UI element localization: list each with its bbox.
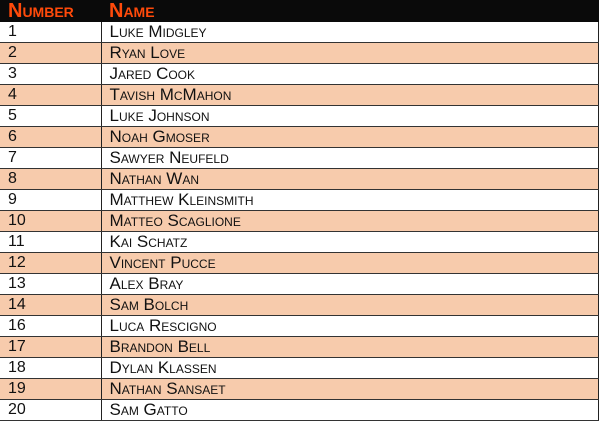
cell-name: Alex Bray [101, 273, 599, 295]
cell-name: Noah Gmoser [101, 126, 599, 148]
cell-name: Sam Bolch [101, 294, 599, 316]
header-number: Number [0, 0, 101, 22]
cell-number: 9 [0, 189, 102, 211]
cell-number: 19 [0, 378, 102, 400]
cell-number: 20 [0, 399, 102, 421]
cell-name: Nathan Wan [101, 168, 599, 190]
cell-number: 2 [0, 42, 102, 64]
cell-name: Luke Johnson [101, 105, 599, 127]
cell-name: Tavish McMahon [101, 84, 599, 106]
table-row: 9 Matthew Kleinsmith [0, 189, 599, 211]
cell-name: Dylan Klassen [101, 357, 599, 379]
table-row: 7 Sawyer Neufeld [0, 147, 599, 169]
cell-number: 12 [0, 252, 102, 274]
table-row: 4 Tavish McMahon [0, 84, 599, 106]
table-row: 2 Ryan Love [0, 42, 599, 64]
table-row: 13 Alex Bray [0, 273, 599, 295]
table-row: 6 Noah Gmoser [0, 126, 599, 148]
cell-name: Luke Midgley [101, 22, 599, 43]
cell-name: Luca Rescigno [101, 315, 599, 337]
cell-name: Matteo Scaglione [101, 210, 599, 232]
cell-name: Sawyer Neufeld [101, 147, 599, 169]
table-row: 16 Luca Rescigno [0, 315, 599, 337]
cell-number: 7 [0, 147, 102, 169]
cell-number: 18 [0, 357, 102, 379]
cell-number: 8 [0, 168, 102, 190]
cell-name: Matthew Kleinsmith [101, 189, 599, 211]
table-row: 1 Luke Midgley [0, 22, 599, 43]
cell-name: Kai Schatz [101, 231, 599, 253]
cell-number: 17 [0, 336, 102, 358]
table-row: 3 Jared Cook [0, 63, 599, 85]
header-name: Name [101, 0, 599, 22]
cell-number: 10 [0, 210, 102, 232]
table-row: 14 Sam Bolch [0, 294, 599, 316]
cell-number: 16 [0, 315, 102, 337]
cell-number: 4 [0, 84, 102, 106]
cell-number: 14 [0, 294, 102, 316]
table-row: 8 Nathan Wan [0, 168, 599, 190]
table-row: 12 Vincent Pucce [0, 252, 599, 274]
table-row: 19 Nathan Sansaet [0, 378, 599, 400]
cell-number: 13 [0, 273, 102, 295]
cell-number: 3 [0, 63, 102, 85]
cell-number: 6 [0, 126, 102, 148]
cell-name: Jared Cook [101, 63, 599, 85]
table-row: 18 Dylan Klassen [0, 357, 599, 379]
cell-number: 1 [0, 22, 102, 43]
header-row: Number Name [0, 0, 599, 22]
cell-name: Sam Gatto [101, 399, 599, 421]
cell-number: 5 [0, 105, 102, 127]
cell-name: Nathan Sansaet [101, 378, 599, 400]
cell-number: 11 [0, 231, 102, 253]
table-row: 11 Kai Schatz [0, 231, 599, 253]
cell-name: Vincent Pucce [101, 252, 599, 274]
cell-name: Ryan Love [101, 42, 599, 64]
cell-name: Brandon Bell [101, 336, 599, 358]
table-row: 17 Brandon Bell [0, 336, 599, 358]
table-row: 5 Luke Johnson [0, 105, 599, 127]
table-row: 10 Matteo Scaglione [0, 210, 599, 232]
table-row: 20 Sam Gatto [0, 399, 599, 421]
